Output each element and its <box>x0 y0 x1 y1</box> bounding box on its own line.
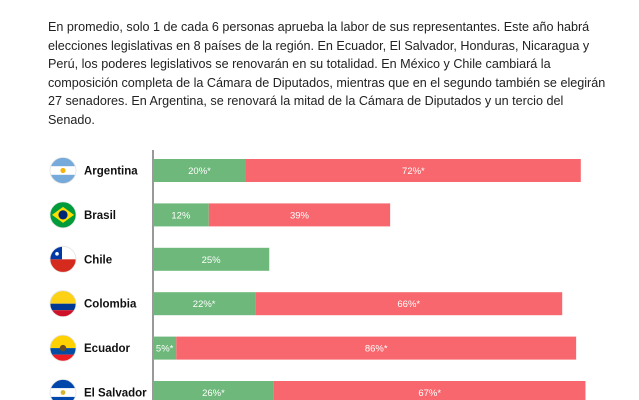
approve-bar <box>153 247 270 271</box>
ecuador-flag-icon <box>49 334 77 362</box>
bar-value-label: 22%* <box>193 299 216 310</box>
bar-value-label: 5%* <box>156 344 174 355</box>
bar-row: Colombia 22%* 66%* <box>49 290 563 318</box>
category-label: Argentina <box>84 166 138 178</box>
approve-bar <box>153 381 274 400</box>
bar-value-label: 39% <box>290 210 310 221</box>
bar-value-label: 25% <box>202 255 222 266</box>
bar-row: El Salvador 26%* 67%* <box>49 379 586 400</box>
approve-bar <box>153 336 177 360</box>
bar-value-label: 20%* <box>188 166 211 177</box>
intro-paragraph: En promedio, solo 1 de cada 6 personas a… <box>48 20 606 127</box>
bar-value-label: 67%* <box>418 388 441 399</box>
bar-value-label: 26%* <box>202 388 225 399</box>
bar-value-label: 86%* <box>365 344 388 355</box>
bar-row: Ecuador 5%* 86%* <box>49 334 577 362</box>
category-label: Chile <box>84 254 112 266</box>
category-label: El Salvador <box>84 388 147 400</box>
bar-row: Argentina 20%* 72%* <box>49 157 581 184</box>
category-label: Colombia <box>84 299 137 311</box>
approve-bar <box>153 292 256 316</box>
category-label: Brasil <box>84 210 116 222</box>
bar-row: Chile 25% <box>49 245 270 273</box>
disapprove-bar <box>246 159 581 182</box>
brazil-flag-icon <box>49 201 77 229</box>
approve-bar <box>153 159 246 182</box>
colombia-flag-icon <box>49 290 77 318</box>
disapprove-bar <box>273 381 586 400</box>
el-salvador-flag-icon <box>49 379 77 400</box>
disapprove-bar <box>208 203 391 227</box>
approve-bar <box>153 203 209 227</box>
disapprove-bar <box>176 336 577 360</box>
disapprove-bar <box>255 292 563 316</box>
category-label: Ecuador <box>84 343 131 355</box>
argentina-flag-icon <box>49 157 77 184</box>
bar-value-label: 12% <box>171 210 191 221</box>
bar-value-label: 66%* <box>397 299 420 310</box>
chile-flag-icon <box>49 245 77 273</box>
bar-value-label: 72%* <box>402 166 425 177</box>
bar-row: Brasil 12% 39% <box>49 201 391 229</box>
